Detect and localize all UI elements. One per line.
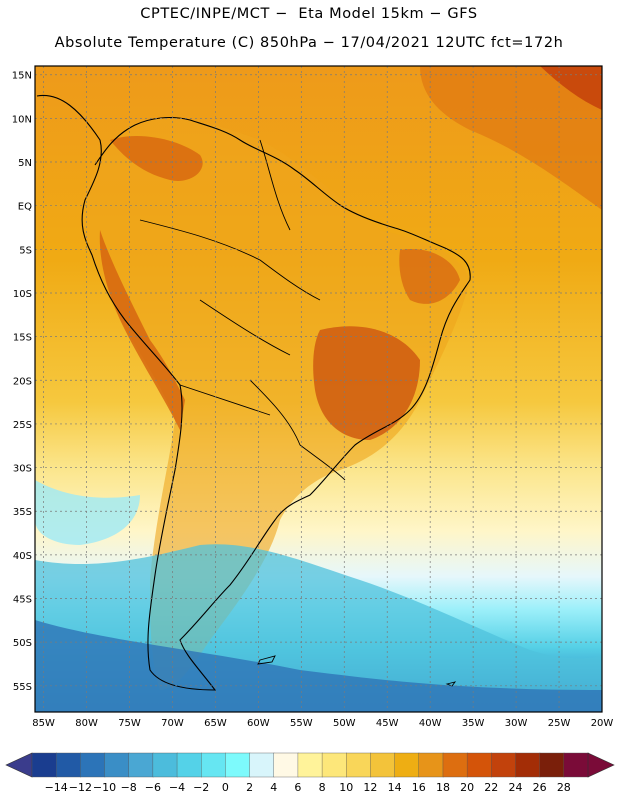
colorbar: −14 −12 −10 −8 −6 −4 −2 0 2 4 6 8 10 12 14 16 18 20 22 24 26… [5, 752, 615, 794]
lon-label: 40W [419, 718, 442, 729]
longitude-labels: 85W 80W 75W 70W 65W 60W 55W 50W 45W 40W 35W 30W 25W 2… [32, 718, 613, 729]
colorbar-label: 24 [508, 781, 522, 794]
lat-label: EQ [18, 202, 32, 213]
map-title: CPTEC/INPE/MCT − Eta Model 15km − GFS [140, 6, 478, 22]
colorbar-swatch [491, 752, 517, 778]
lon-label: 20W [591, 718, 614, 729]
colorbar-label: 6 [294, 781, 301, 794]
colorbar-swatch [563, 752, 589, 778]
colorbar-swatch [394, 752, 420, 778]
colorbar-swatch [321, 752, 347, 778]
colorbar-label: −4 [169, 781, 185, 794]
colorbar-label: −6 [145, 781, 161, 794]
colorbar-label: −8 [121, 781, 137, 794]
colorbar-swatch [346, 752, 372, 778]
colorbar-swatch [201, 752, 227, 778]
coldest-southern-ocean [35, 620, 602, 712]
colorbar-swatch [152, 752, 178, 778]
colorbar-label: 10 [339, 781, 353, 794]
lon-label: 75W [118, 718, 141, 729]
lat-label: 40S [13, 551, 32, 562]
lon-label: 35W [462, 718, 485, 729]
temperature-field [35, 66, 602, 712]
colorbar-swatch [297, 752, 323, 778]
lon-label: 30W [505, 718, 528, 729]
colorbar-min-arrow [5, 752, 33, 778]
colorbar-label: 2 [246, 781, 253, 794]
colorbar-swatch [515, 752, 541, 778]
cold-pacific-patch [35, 480, 140, 545]
map-subtitle: Absolute Temperature (C) 850hPa − 17/04/… [54, 35, 564, 51]
south-georgia-island [445, 681, 457, 687]
lat-label: 35S [13, 507, 32, 518]
lat-label: 15N [12, 71, 32, 82]
colorbar-label: 8 [319, 781, 326, 794]
colorbar-label: 14 [388, 781, 402, 794]
colorbar-swatch [128, 752, 154, 778]
warm-atlantic-region [420, 66, 602, 210]
colorbar-swatch [539, 752, 565, 778]
northeast-brazil-warm-spot [399, 249, 460, 304]
colorbar-label: 4 [270, 781, 277, 794]
colorbar-label: 20 [460, 781, 474, 794]
colorbar-swatch [442, 752, 468, 778]
lat-label: 25S [13, 420, 32, 431]
colorbar-label: 0 [222, 781, 229, 794]
colorbar-label: 28 [557, 781, 571, 794]
lon-label: 70W [161, 718, 184, 729]
continent-warm-fill [80, 118, 470, 690]
lat-label: 10S [13, 289, 32, 300]
colorbar-swatch [273, 752, 299, 778]
hot-atlantic-region [540, 66, 602, 110]
colorbar-swatch [225, 752, 251, 778]
colorbar-swatch [104, 752, 130, 778]
lon-label: 85W [32, 718, 55, 729]
lon-label: 65W [204, 718, 227, 729]
colorbar-swatch [418, 752, 444, 778]
colorbar-swatch [80, 752, 106, 778]
southeast-brazil-hot-spot [313, 326, 420, 440]
colorbar-swatch [176, 752, 202, 778]
colorbar-label: −14 [45, 781, 68, 794]
lat-label: 50S [13, 638, 32, 649]
lat-label: 10N [12, 114, 32, 125]
latitude-labels: 15N 10N 5N EQ 5S 10S 15S 20S 25S 30S 35S 40S 45S 50S 5… [12, 71, 32, 693]
lon-label: 50W [333, 718, 356, 729]
country-borders [139, 139, 346, 481]
coastline [36, 94, 471, 691]
colorbar-label: −10 [93, 781, 116, 794]
lon-label: 45W [376, 718, 399, 729]
colorbar-swatch [466, 752, 493, 778]
lat-label: 30S [13, 464, 32, 475]
lat-label: 5S [19, 245, 32, 256]
lon-label: 25W [548, 718, 571, 729]
lat-label: 20S [13, 376, 32, 387]
map-frame [34, 65, 603, 713]
colorbar-label: 18 [436, 781, 450, 794]
colorbar-max-arrow [587, 752, 615, 778]
lon-label: 80W [75, 718, 98, 729]
andes-warm-band [99, 230, 185, 430]
colorbar-swatch [249, 752, 275, 778]
colorbar-label: 12 [363, 781, 377, 794]
lon-label: 60W [247, 718, 270, 729]
colorbar-label: 22 [484, 781, 498, 794]
colorbar-label: −2 [193, 781, 209, 794]
colorbar-label: 16 [412, 781, 426, 794]
colorbar-label: −12 [69, 781, 92, 794]
lat-label: 5N [18, 158, 32, 169]
lat-label: 45S [13, 595, 32, 606]
lat-label: 55S [13, 682, 32, 693]
lon-label: 55W [290, 718, 313, 729]
colorbar-swatch [31, 752, 57, 778]
lat-label: 15S [13, 333, 32, 344]
colorbar-swatch [370, 752, 396, 778]
colorbar-swatch [55, 752, 82, 778]
north-andes-warm-spot [110, 135, 203, 181]
colorbar-label: 26 [533, 781, 547, 794]
